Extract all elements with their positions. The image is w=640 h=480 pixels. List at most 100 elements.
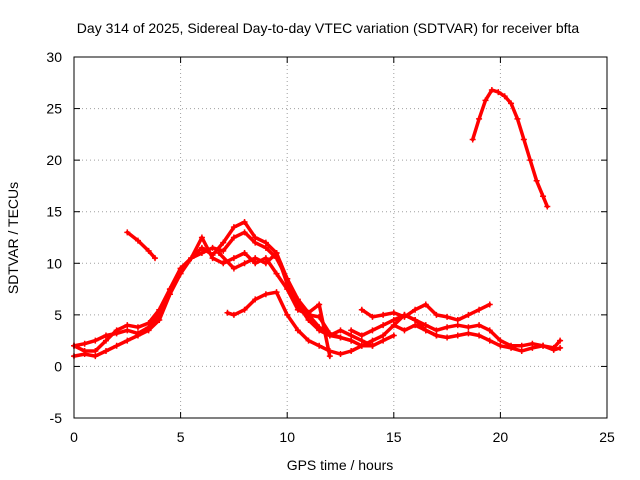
data-point-track-10-12 [544,203,551,210]
data-point-track-7-5 [412,306,419,313]
data-point-track-2-2 [92,353,99,360]
data-point-track-9-2 [412,322,419,329]
data-point-track-2-15 [230,234,237,241]
data-point-track-7-1 [369,313,376,320]
data-point-track-6-6 [284,275,291,282]
data-point-track-9-4 [433,332,440,339]
data-point-track-7-10 [465,311,472,318]
data-point-track-9-12 [518,347,525,354]
data-point-track-7-12 [486,301,493,308]
x-tick-label-4: 20 [493,429,509,445]
data-point-track-7-9 [454,317,461,324]
data-point-track-2-1 [81,351,88,358]
data-point-track-3-28 [369,342,376,349]
x-tick-label-3: 15 [386,429,402,445]
data-point-track-6-8 [305,309,312,316]
data-point-track-2-29 [380,337,387,344]
data-point-track-3-5 [124,327,131,334]
data-point-track-3-6 [134,330,141,337]
data-point-track-2-14 [220,247,227,254]
data-point-track-9-6 [454,332,461,339]
data-point-track-6-7 [294,296,301,303]
data-point-track-3-27 [358,337,365,344]
data-point-track-2-17 [252,239,259,246]
data-point-track-9-9 [486,337,493,344]
data-point-track-10-8 [520,136,527,143]
data-point-track-2-3 [102,347,109,354]
data-point-track-6-3 [252,255,259,262]
plot-frame [73,56,608,419]
data-series [71,87,564,360]
data-point-track-5-13 [358,342,365,349]
data-point-track-1-3 [102,337,109,344]
data-point-track-8-4 [390,317,397,324]
data-point-track-5-12 [348,347,355,354]
ticks: 0 5 10 15 20 25 -5 0 5 10 15 20 25 30 [46,49,615,445]
y-tick-label-6: 25 [46,101,62,117]
data-point-track-3-13 [209,255,216,262]
data-point-track-3-16 [241,249,248,256]
data-point-track-2-16 [241,229,248,236]
data-point-track-8-8 [433,327,440,334]
data-point-track-9-1 [401,327,408,334]
data-point-track-3-24 [326,332,333,339]
data-point-track-5-11 [337,351,344,358]
data-point-track-7-6 [422,301,429,308]
y-tick-label-4: 15 [46,204,62,220]
y-axis-label: SDTVAR / TECUs [5,182,21,294]
data-point-track-3-9 [166,286,173,293]
data-point-track-9-3 [422,327,429,334]
series-line-track-1 [72,220,353,353]
data-point-track-9-5 [444,334,451,341]
data-point-track-5-1 [230,311,237,318]
data-point-track-1-18 [262,239,269,246]
data-point-track-5-3 [252,296,259,303]
data-point-track-10-0 [469,136,476,143]
x-axis-label: GPS time / hours [287,457,394,473]
data-point-track-1-12 [198,244,205,251]
data-point-track-7-11 [476,306,483,313]
data-point-track-3-26 [348,332,355,339]
data-point-track-10-1 [476,115,483,122]
data-point-track-10-6 [508,100,515,107]
data-point-track-4-3 [152,255,159,262]
x-tick-label-1: 5 [177,429,185,445]
data-point-track-5-0 [224,309,231,316]
data-point-track-9-7 [465,330,472,337]
data-point-track-2-12 [198,249,205,256]
data-point-track-7-2 [380,311,387,318]
data-point-track-1-17 [252,234,259,241]
data-point-track-8-11 [465,324,472,331]
data-point-track-5-5 [273,289,280,296]
y-tick-label-0: -5 [50,410,63,426]
y-tick-label-2: 5 [54,307,62,323]
data-point-track-3-20 [284,286,291,293]
data-point-track-1-2 [92,347,99,354]
data-point-track-2-25 [337,334,344,341]
data-point-track-3-19 [273,270,280,277]
series-line-track-4 [125,230,157,260]
y-tick-label-5: 20 [46,152,62,168]
data-point-track-6-2 [241,260,248,267]
data-point-track-9-16 [557,344,564,351]
data-point-track-3-23 [316,324,323,331]
data-point-track-3-21 [294,306,301,313]
data-point-track-2-8 [156,317,163,324]
series-line-track-2 [72,230,396,358]
data-point-track-10-7 [514,115,521,122]
data-point-track-4-1 [134,237,141,244]
data-point-track-6-10 [326,353,333,360]
data-point-track-8-16 [518,342,525,349]
data-point-track-10-9 [527,157,534,164]
data-point-track-10-10 [533,177,540,184]
data-point-track-9-0 [390,322,397,329]
data-point-track-3-25 [337,327,344,334]
data-point-track-3-4 [113,330,120,337]
data-point-track-8-10 [454,322,461,329]
data-point-track-6-5 [273,249,280,256]
data-point-track-2-4 [113,342,120,349]
data-point-track-10-2 [482,97,489,104]
data-point-track-3-17 [252,260,259,267]
data-point-track-4-0 [124,229,131,236]
data-point-track-6-4 [262,260,269,267]
